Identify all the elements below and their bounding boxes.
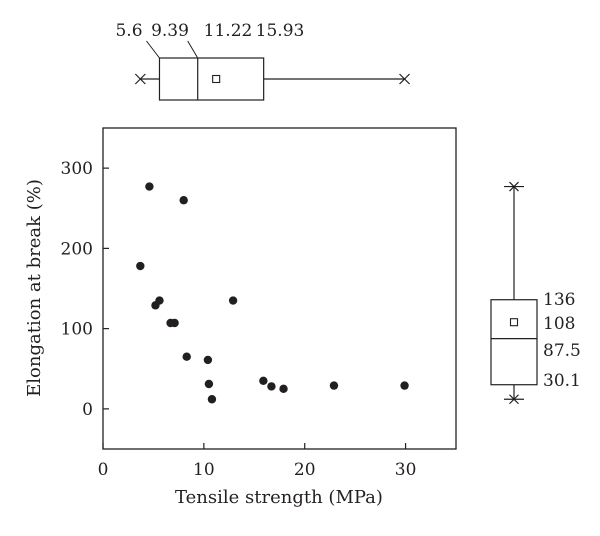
data-point [267, 382, 276, 391]
data-point [204, 379, 214, 389]
data-point [136, 261, 145, 271]
data-point [259, 376, 268, 385]
data-point [329, 381, 339, 390]
x-tick-label: 10 [193, 460, 215, 480]
y-axis-title: Elongation at break (%) [24, 179, 45, 397]
data-point [179, 196, 188, 205]
iqr-box [158, 57, 265, 101]
iqr-box [490, 299, 538, 386]
data-point [170, 318, 179, 328]
boxplot-label: 9.39 [151, 21, 189, 41]
boxplot-label: 108 [543, 314, 575, 334]
data-point [182, 352, 191, 361]
plot-frame [102, 127, 457, 450]
x-tick-label: 0 [98, 460, 109, 480]
boxplot-label: 87.5 [543, 341, 581, 361]
boxplot-label: 5.6 [115, 21, 142, 41]
y-tick-label: 0 [82, 400, 93, 420]
mean-marker [509, 318, 519, 327]
boxplot-label: 136 [543, 290, 575, 310]
data-point [207, 395, 217, 404]
data-point [228, 296, 238, 305]
y-axis-ticks: 0 100 200 300 [61, 159, 109, 420]
whisker-cap [509, 394, 519, 405]
x-axis-title: Tensile strength (MPa) [175, 487, 383, 508]
data-point [203, 355, 213, 365]
boxplot-label: 15.93 [256, 21, 305, 41]
elongation-boxplot: 136 108 87.5 30.1 [490, 181, 581, 405]
boxplot-label: 11.22 [204, 21, 253, 41]
data-point [145, 182, 154, 191]
data-point [279, 384, 288, 394]
label-leader [187, 40, 199, 59]
x-tick-label: 20 [294, 460, 316, 480]
data-point [155, 296, 164, 305]
y-tick-label: 100 [61, 320, 93, 340]
data-point [400, 381, 409, 390]
tensile-strength-boxplot: 5.6 9.39 11.22 15.93 [115, 21, 410, 101]
whisker-cap [134, 73, 146, 85]
mean-marker [212, 74, 221, 84]
whisker-cap [399, 73, 410, 85]
x-tick-label: 30 [395, 460, 417, 480]
y-tick-label: 200 [61, 239, 93, 259]
y-tick-label: 300 [61, 159, 93, 179]
x-axis-ticks: 0 10 20 30 [98, 443, 417, 480]
whisker-cap [509, 181, 519, 192]
label-leader [146, 40, 160, 59]
boxplot-label: 30.1 [543, 371, 581, 391]
data-points [136, 182, 409, 404]
